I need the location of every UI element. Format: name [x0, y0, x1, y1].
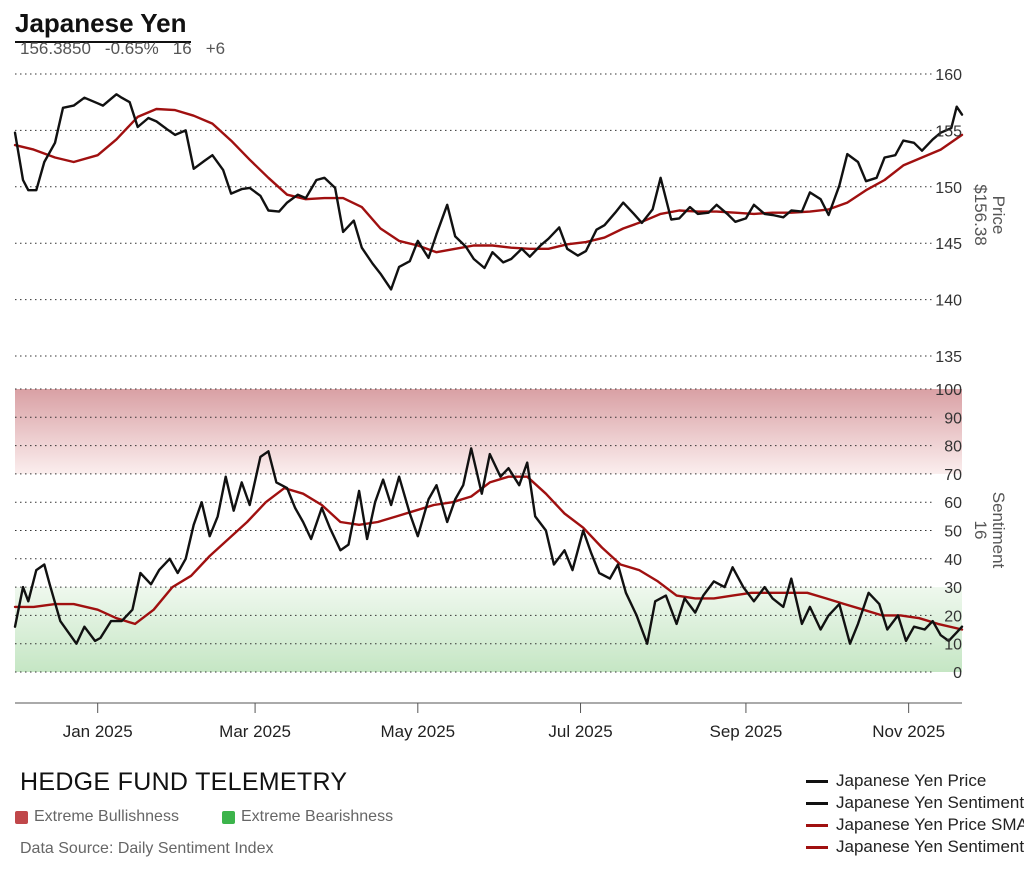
sentiment-tick-label: 0: [953, 665, 962, 682]
gridlines: [15, 73, 935, 673]
chart-canvas: Jan 2025 Mar 2025 May 2025 Jul 2025 Sep 2025…: [13, 67, 1008, 741]
legend-extreme-bearishness: Extreme Bearishness: [222, 808, 393, 826]
x-axis: Jan 2025 Mar 2025 May 2025 Jul 2025 Sep 2025…: [15, 702, 962, 741]
legend-label-sentiment-sma: Japanese Yen Sentiment SMA: [836, 837, 1024, 856]
price-tick-label: 145: [935, 236, 962, 253]
legend-line-price-sma: [806, 823, 828, 827]
legend-line-price: [806, 779, 828, 783]
brand-name: HEDGE FUND TELEMETRY: [20, 768, 348, 796]
x-tick-label: Jan 2025: [63, 722, 133, 741]
sentiment-tick-label: 50: [944, 524, 962, 541]
title-underline: [15, 41, 191, 43]
last-price: 156.3850: [20, 39, 91, 58]
price-sma-line: [13, 107, 964, 254]
x-tick-label: Sep 2025: [710, 722, 783, 741]
sentiment-change: +6: [205, 39, 226, 58]
data-source: Data Source: Daily Sentiment Index: [20, 840, 274, 857]
price-tick-label: 160: [935, 67, 962, 84]
legend-extreme-bullishness: Extreme Bullishness: [15, 808, 179, 826]
legend-line-sentiment: [806, 801, 828, 805]
legend-label-price: Japanese Yen Price: [836, 771, 987, 790]
price-stats: 156.3850 -0.65% 16 +6: [20, 39, 239, 59]
sentiment-axis-value: 16: [971, 521, 990, 540]
legend-label-sentiment: Japanese Yen Sentiment: [836, 793, 1024, 812]
x-tick-label: May 2025: [380, 722, 455, 741]
bullish-label: Extreme Bullishness: [34, 808, 179, 825]
price-tick-label: 135: [935, 349, 962, 366]
sentiment-tick-label: 90: [944, 410, 962, 427]
legend-item-price[interactable]: Japanese Yen Price: [806, 770, 1024, 792]
sentiment-tick-label: 30: [944, 580, 962, 597]
price-line: [13, 93, 964, 291]
price-change: -0.65%: [104, 39, 159, 58]
series-legend: Japanese Yen Price Japanese Yen Sentimen…: [806, 770, 1024, 858]
bearish-label: Extreme Bearishness: [241, 808, 394, 825]
sentiment-tick-label: 60: [944, 495, 962, 512]
legend-item-price-sma[interactable]: Japanese Yen Price SMA: [806, 814, 1024, 836]
sentiment-line: [13, 447, 964, 645]
price-axis-value: $156.38: [971, 184, 990, 245]
extreme-bearishness-band: [15, 587, 962, 672]
sentiment-tick-label: 70: [944, 467, 962, 484]
series-lines: [13, 93, 964, 645]
sentiment-sma-line: [13, 475, 964, 631]
legend-line-sentiment-sma: [806, 845, 828, 849]
sentiment-tick-label: 40: [944, 552, 962, 569]
y-tick-labels: 135 140 145 150 155 160 0 10 20 30 40 50 60 70 80 90 100: [935, 67, 962, 682]
sentiment-tick-label: 10: [944, 637, 962, 654]
sentiment-zones: [15, 389, 962, 672]
sentiment-value: 16: [172, 39, 192, 58]
bullish-swatch: [15, 810, 28, 824]
page-title: Japanese Yen: [15, 8, 187, 38]
sentiment-tick-label: 20: [944, 608, 962, 625]
legend-label-price-sma: Japanese Yen Price SMA: [836, 815, 1024, 834]
x-tick-label: Mar 2025: [219, 722, 291, 741]
x-tick-label: Jul 2025: [548, 722, 612, 741]
x-tick-label: Nov 2025: [872, 722, 945, 741]
price-tick-label: 150: [935, 180, 962, 197]
sentiment-axis-title: Sentiment: [989, 492, 1008, 569]
bearish-swatch: [222, 810, 235, 824]
price-axis-title: Price: [989, 196, 1008, 235]
price-tick-label: 140: [935, 293, 962, 310]
legend-item-sentiment-sma[interactable]: Japanese Yen Sentiment SMA: [806, 836, 1024, 858]
sentiment-tick-label: 80: [944, 439, 962, 456]
legend-item-sentiment[interactable]: Japanese Yen Sentiment: [806, 792, 1024, 814]
sentiment-tick-label: 100: [935, 382, 962, 399]
price-tick-label: 155: [935, 123, 962, 140]
